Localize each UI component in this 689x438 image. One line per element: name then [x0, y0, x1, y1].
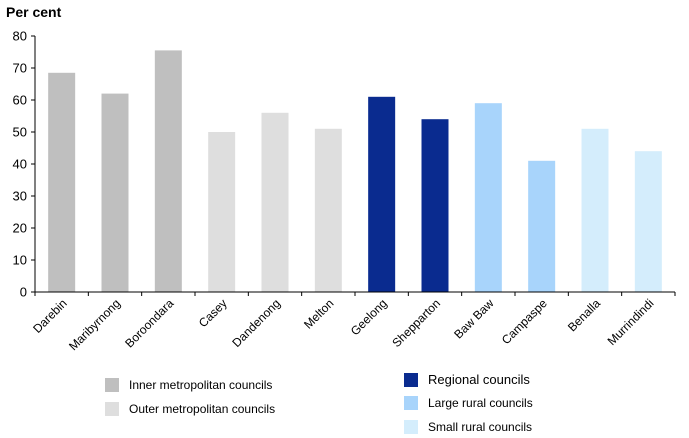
y-tick-label: 30 [13, 189, 27, 204]
legend-item-outer: Outer metropolitan councils [105, 402, 275, 416]
bar-murrindindi [634, 151, 662, 292]
bar-boroondara [154, 50, 182, 293]
legend-label-inner: Inner metropolitan councils [129, 378, 273, 392]
y-tick-label: 20 [13, 221, 27, 236]
legend-swatch-small [404, 420, 418, 434]
x-tick-label: Darebin [30, 296, 70, 336]
y-tick-label: 0 [20, 285, 27, 300]
y-tick-label: 70 [13, 61, 27, 76]
y-tick-label: 80 [13, 29, 27, 44]
x-tick-label: Benalla [565, 296, 603, 334]
legend-swatch-regional [404, 372, 418, 387]
legend-swatch-outer [105, 402, 119, 416]
x-tick-label: Baw Baw [451, 296, 497, 342]
x-tick-label: Dandenong [229, 296, 283, 350]
bar-campaspe [528, 160, 556, 292]
y-tick-label: 50 [13, 125, 27, 140]
x-tick-label: Melton [301, 296, 336, 331]
bar-dandenong [261, 112, 289, 292]
legend-swatch-inner [105, 378, 119, 392]
bar-baw-baw [474, 103, 502, 292]
y-tick-label: 10 [13, 253, 27, 268]
legend-item-large: Large rural councils [404, 396, 533, 410]
bar-shepparton [421, 119, 449, 292]
legend-label-large: Large rural councils [428, 396, 533, 410]
x-tick-label: Casey [196, 296, 230, 330]
bar-maribyrnong [101, 93, 129, 292]
x-tick-label: Murrindindi [605, 296, 657, 348]
x-tick-label: Maribyrnong [66, 296, 123, 353]
bar-benalla [581, 128, 609, 292]
x-tick-label: Boroondara [122, 296, 176, 350]
bar-casey [208, 132, 236, 292]
legend-label-outer: Outer metropolitan councils [129, 402, 276, 416]
legend-item-regional: Regional councils [404, 372, 530, 387]
x-tick-label: Shepparton [389, 296, 443, 350]
y-tick-label: 40 [13, 157, 27, 172]
bar-darebin [48, 72, 76, 292]
x-tick-label: Geelong [348, 296, 390, 338]
bar-melton [314, 128, 342, 292]
legend-swatch-large [404, 396, 418, 410]
legend-item-inner: Inner metropolitan councils [105, 378, 272, 392]
legend-item-small: Small rural councils [404, 420, 532, 434]
y-tick-label: 60 [13, 93, 27, 108]
x-tick-label: Campaspe [499, 296, 550, 347]
y-axis-title: Per cent [6, 4, 62, 20]
bar-geelong [368, 96, 396, 292]
legend-label-regional: Regional councils [428, 372, 530, 387]
legend-label-small: Small rural councils [428, 420, 533, 434]
